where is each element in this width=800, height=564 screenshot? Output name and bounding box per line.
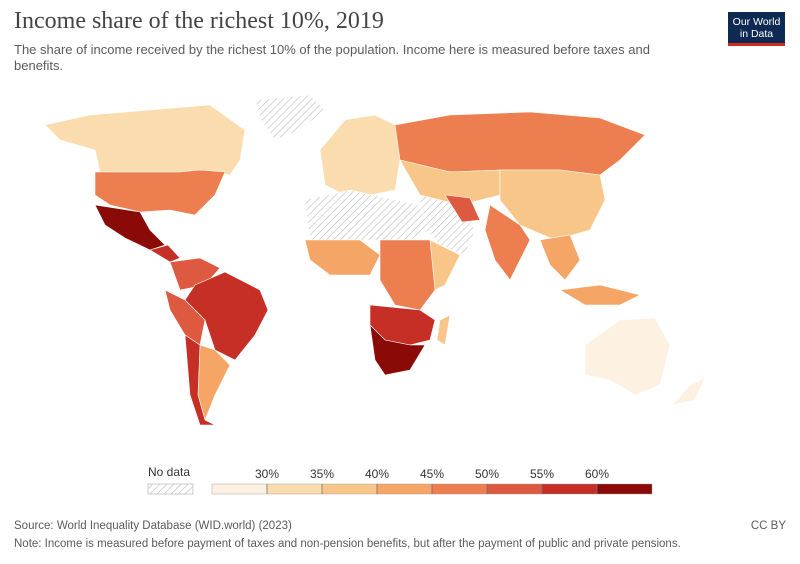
legend-tick-label: 30%: [255, 467, 279, 481]
canada[interactable]: [44, 104, 246, 176]
title: Income share of the richest 10%, 2019: [14, 8, 384, 34]
central-america[interactable]: [149, 244, 181, 263]
west-africa[interactable]: [304, 239, 381, 276]
subtitle: The share of income received by the rich…: [14, 42, 650, 73]
legend-bin: [431, 483, 488, 495]
no-data-label: No data: [148, 465, 190, 479]
greenland[interactable]: [254, 94, 326, 141]
legend-bin: [486, 483, 543, 495]
map: No data 30% 35% 40% 45% 50% 55% 60%: [44, 94, 706, 495]
logo-line: in Data: [739, 28, 774, 40]
china[interactable]: [499, 169, 606, 241]
logo-line: Our World: [732, 16, 781, 28]
legend-tick-label: 50%: [475, 467, 499, 481]
iran[interactable]: [444, 194, 481, 223]
legend-tick-label: 45%: [420, 467, 444, 481]
europe[interactable]: [319, 114, 401, 196]
source: Source: World Inequality Database (WID.w…: [14, 520, 292, 532]
countries: [44, 94, 706, 426]
legend-bin: [376, 483, 433, 495]
madagascar[interactable]: [436, 314, 451, 346]
indonesia[interactable]: [559, 284, 641, 306]
southeast-asia[interactable]: [539, 234, 581, 281]
russia[interactable]: [394, 111, 646, 176]
mexico[interactable]: [94, 204, 166, 251]
legend-bin: [321, 483, 378, 495]
india[interactable]: [484, 204, 531, 281]
east-africa[interactable]: [429, 239, 461, 291]
legend-tick-label: 55%: [530, 467, 554, 481]
license: CC BY: [750, 520, 786, 532]
note: Note: Income is measured before payment …: [14, 538, 681, 550]
legend-tick-label: 60%: [585, 467, 609, 481]
usa[interactable]: [94, 169, 226, 216]
no-data-swatch: [147, 483, 194, 495]
legend-tick-label: 35%: [310, 467, 334, 481]
south-africa[interactable]: [369, 324, 426, 376]
australia[interactable]: [584, 317, 671, 396]
legend-bin: [211, 483, 268, 495]
legend: 30% 35% 40% 45% 50% 55% 60%: [211, 467, 653, 495]
logo[interactable]: Our World in Data: [728, 12, 785, 46]
legend-bin: [541, 483, 598, 495]
new-zealand[interactable]: [671, 377, 706, 406]
legend-bin: [596, 483, 653, 495]
north-africa[interactable]: [304, 189, 431, 241]
legend-bin: [266, 483, 323, 495]
legend-tick-label: 40%: [365, 467, 389, 481]
chile[interactable]: [184, 334, 216, 426]
argentina[interactable]: [197, 344, 231, 421]
